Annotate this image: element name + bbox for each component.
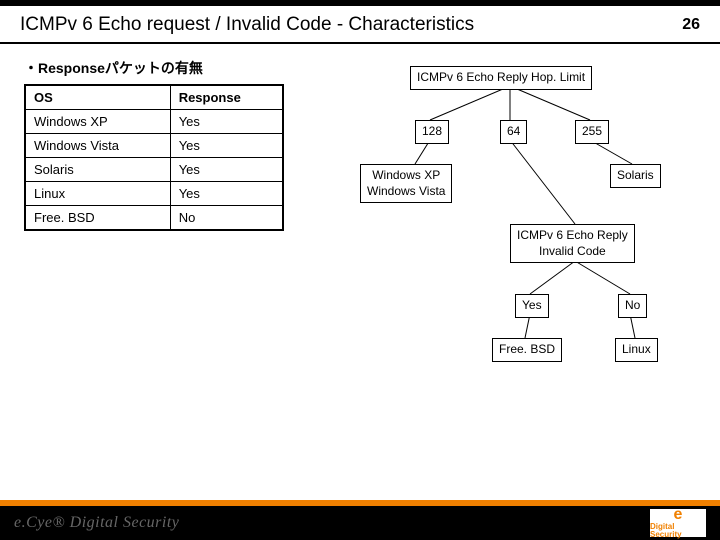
response-table: OS Response Windows XP Yes Windows Vista… (24, 84, 284, 231)
cell-os: Windows XP (25, 110, 170, 134)
logo-big-e: e (674, 507, 683, 523)
table-row: Solaris Yes (25, 158, 283, 182)
tree2-leaf-linux: Linux (615, 338, 658, 362)
tree1-leaf-solaris: Solaris (610, 164, 661, 188)
tree2-root: ICMPv 6 Echo Reply Invalid Code (510, 224, 635, 263)
tree2-leaf-freebsd: Free. BSD (492, 338, 562, 362)
table-row: Windows Vista Yes (25, 134, 283, 158)
leaf-winvista: Windows Vista (367, 184, 445, 198)
col-response: Response (170, 85, 283, 110)
table-row: Windows XP Yes (25, 110, 283, 134)
decision-tree-diagram: ICMPv 6 Echo Reply Hop. Limit 128 64 255… (360, 66, 700, 406)
content-area: ・Responseパケットの有無 OS Response Windows XP … (0, 44, 720, 231)
cell-os: Linux (25, 182, 170, 206)
page-title: ICMPv 6 Echo request / Invalid Code - Ch… (20, 14, 474, 36)
cell-os: Free. BSD (25, 206, 170, 231)
footer-logo-left: e.Cye® Digital Security (14, 514, 179, 532)
tree2-branch-yes: Yes (515, 294, 549, 318)
col-os: OS (25, 85, 170, 110)
cell-resp: Yes (170, 110, 283, 134)
cell-resp: Yes (170, 134, 283, 158)
footer-black-bar: e.Cye® Digital Security e Digital Securi… (0, 506, 720, 540)
cell-resp: Yes (170, 182, 283, 206)
tree1-root: ICMPv 6 Echo Reply Hop. Limit (410, 66, 592, 90)
tree1-branch-255: 255 (575, 120, 609, 144)
cell-resp: Yes (170, 158, 283, 182)
table-header-row: OS Response (25, 85, 283, 110)
tree1-branch-64: 64 (500, 120, 527, 144)
footer-logo-right: e Digital Security (650, 509, 706, 537)
table-row: Linux Yes (25, 182, 283, 206)
logo-small-text: Digital Security (650, 523, 706, 539)
footer: e.Cye® Digital Security e Digital Securi… (0, 500, 720, 540)
tree1-branch-128: 128 (415, 120, 449, 144)
tree2-root-line2: Invalid Code (539, 244, 606, 258)
cell-resp: No (170, 206, 283, 231)
leaf-winxp: Windows XP (372, 168, 440, 182)
page-number: 26 (682, 16, 700, 34)
tree2-root-line1: ICMPv 6 Echo Reply (517, 228, 628, 242)
tree1-leaf-windows: Windows XP Windows Vista (360, 164, 452, 203)
cell-os: Windows Vista (25, 134, 170, 158)
cell-os: Solaris (25, 158, 170, 182)
header: ICMPv 6 Echo request / Invalid Code - Ch… (0, 6, 720, 44)
table-row: Free. BSD No (25, 206, 283, 231)
tree2-branch-no: No (618, 294, 647, 318)
